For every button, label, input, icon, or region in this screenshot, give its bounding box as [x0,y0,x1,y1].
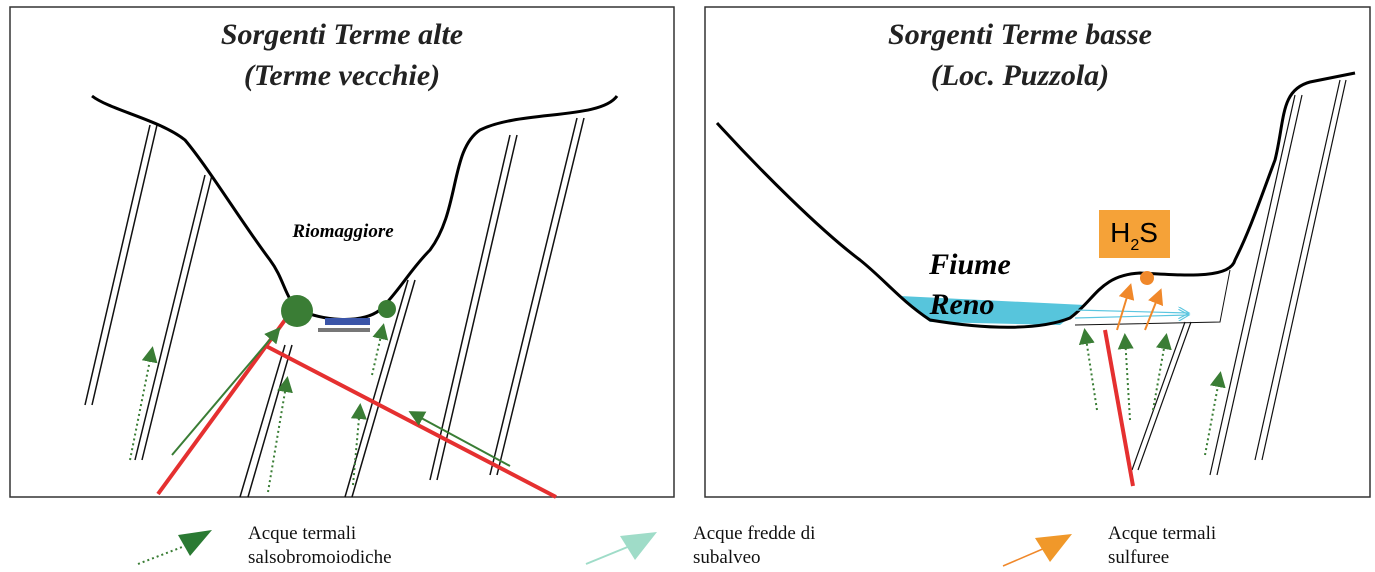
legend-text: sulfuree [1108,547,1169,568]
river-label: Fiume [928,248,1011,281]
panel-right: Sorgenti Terme basse (Loc. Puzzola) Fium… [704,6,1371,498]
title: Sorgenti Terme basse [888,18,1152,51]
title: (Terme vecchie) [244,59,440,92]
gas: S [1139,217,1158,248]
river-label: Reno [928,288,994,321]
gas: H [1110,217,1130,248]
gas-label: H2S [1110,217,1158,254]
gas-sub: 2 [1130,237,1139,254]
legend: Acque termali salsobromoiodiche Acque fr… [137,523,1216,568]
legend-text: Acque fredde di [693,523,815,544]
panel-left: Sorgenti Terme alte (Terme vecchie) Riom… [9,6,675,499]
legend-text: salsobromoiodiche [248,547,392,568]
title: Sorgenti Terme alte [221,18,463,51]
label: Riomaggiore [291,221,394,242]
legend-text: subalveo [693,547,761,568]
legend-text: Acque termali [1108,523,1216,544]
title: (Loc. Puzzola) [931,59,1109,92]
legend-text: Acque termali [248,523,356,544]
